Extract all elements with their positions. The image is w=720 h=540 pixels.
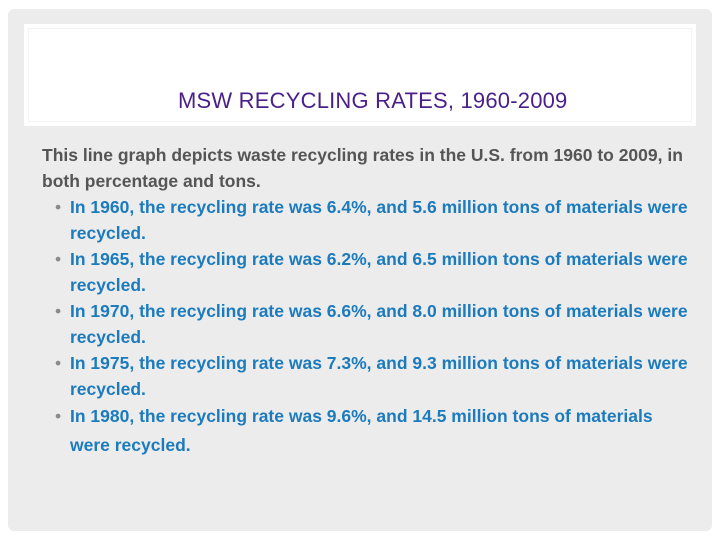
bullet-list: • In 1960, the recycling rate was 6.4%, a… [42,194,692,460]
slide-body: This line graph depicts waste recycling … [42,142,692,460]
bullet-dot-icon: • [55,249,62,269]
bullet-text: In 1970, the recycling rate was 6.6%, an… [70,301,688,347]
bullet-text: In 1975, the recycling rate was 7.3%, an… [70,353,688,399]
bullet-dot-icon: • [55,301,62,321]
bullet-item: • In 1965, the recycling rate was 6.2%, a… [42,246,692,298]
bullet-text: In 1980, the recycling rate was 9.6%, an… [70,406,653,455]
bullet-dot-icon: • [55,353,62,373]
title-band-border [28,28,692,122]
bullet-text: In 1965, the recycling rate was 6.2%, an… [70,249,688,295]
slide-title: MSW RECYCLING RATES, 1960-2009 [178,88,568,113]
bullet-text: In 1960, the recycling rate was 6.4%, an… [70,197,688,243]
title-band: MSW RECYCLING RATES, 1960-2009 [24,24,696,126]
slide: MSW RECYCLING RATES, 1960-2009 This line… [8,9,712,531]
intro-paragraph: This line graph depicts waste recycling … [42,145,683,191]
bullet-item: • In 1975, the recycling rate was 7.3%, a… [42,350,692,402]
bullet-item: • In 1970, the recycling rate was 6.6%, a… [42,298,692,350]
bullet-item: • In 1980, the recycling rate was 9.6%, a… [42,402,692,460]
bullet-dot-icon: • [55,406,62,426]
bullet-dot-icon: • [55,197,62,217]
bullet-item: • In 1960, the recycling rate was 6.4%, a… [42,194,692,246]
